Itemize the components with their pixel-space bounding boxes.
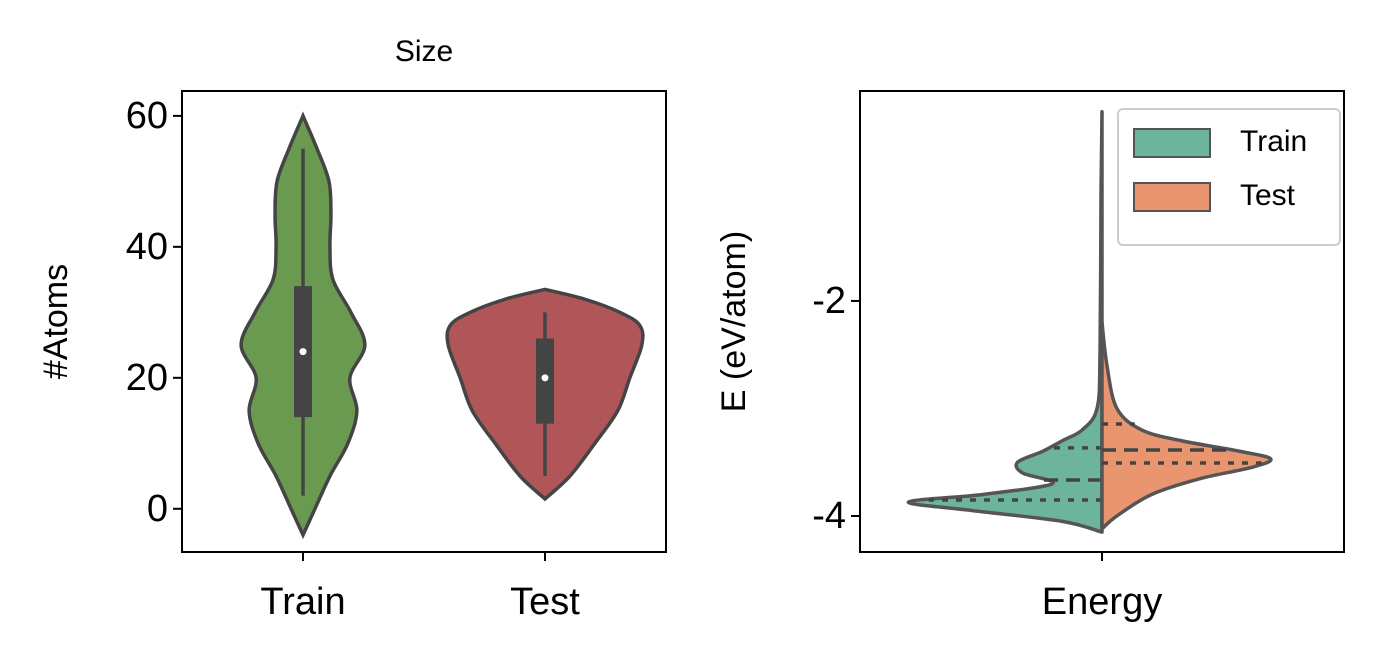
axes-frame	[181, 90, 667, 553]
legend-swatch	[1133, 182, 1211, 212]
y-tick-label: 60	[126, 95, 168, 137]
median	[541, 374, 549, 382]
violin-half	[1100, 320, 1273, 531]
x-tick-label: Energy	[1042, 581, 1162, 623]
y-tick-label: -4	[812, 495, 846, 537]
legend-label: Test	[1240, 179, 1296, 212]
chart-title: Size	[395, 35, 453, 68]
plot	[906, 109, 1273, 534]
y-tick-label: 20	[126, 357, 168, 399]
y-axis-label: E (eV/atom)	[715, 231, 753, 412]
y-tick-label: 0	[147, 488, 168, 530]
y-tick-label: 40	[126, 226, 168, 268]
plot	[239, 111, 645, 540]
x-tick-label: Train	[260, 581, 345, 623]
median	[299, 348, 307, 356]
legend-swatch	[1133, 128, 1211, 158]
y-tick-label: -2	[812, 280, 846, 322]
x-tick-label: Test	[510, 581, 580, 623]
violin-half	[906, 109, 1104, 534]
legend-label: Train	[1240, 125, 1307, 158]
axes-frame	[859, 90, 1345, 553]
y-axis-label: #Atoms	[37, 264, 75, 379]
